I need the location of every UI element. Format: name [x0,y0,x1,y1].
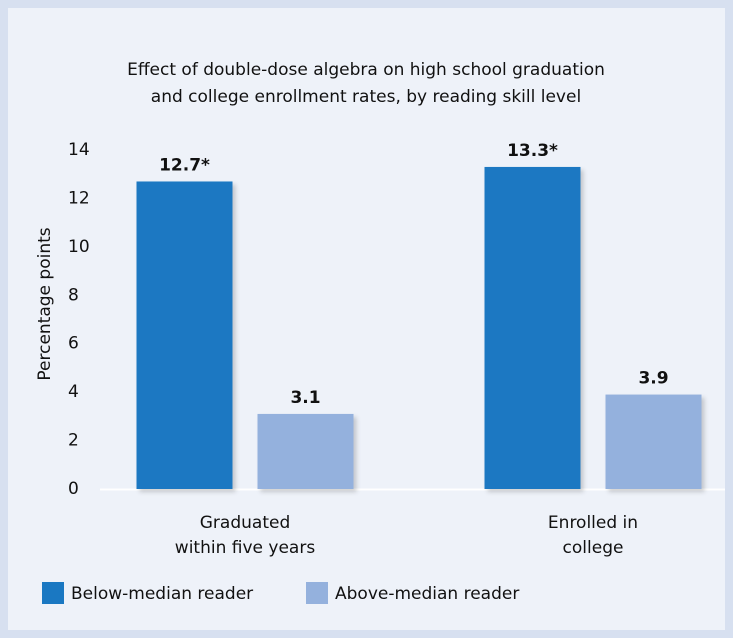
chart-title: Effect of double-dose algebra on high sc… [127,60,605,80]
y-tick-label: 0 [68,479,79,499]
bar [257,413,354,489]
bar [605,394,702,489]
y-tick-label: 14 [68,140,90,160]
value-label: 3.9 [638,369,668,389]
y-tick-label: 10 [68,237,90,257]
y-tick-label: 4 [68,382,79,402]
value-label: 12.7* [159,155,210,175]
x-tick-label: within five years [175,538,316,558]
legend-label: Above-median reader [335,584,519,604]
value-label: 3.1 [290,388,320,408]
y-axis-label: Percentage points [35,227,55,380]
legend-swatch [42,582,64,604]
panel [8,8,725,630]
value-label: 13.3* [507,141,558,161]
x-tick-label: Enrolled in [548,513,638,533]
bar [136,181,233,489]
chart-title: and college enrollment rates, by reading… [151,87,581,107]
x-tick-label: college [563,538,624,558]
bar [484,166,581,489]
legend-label: Below-median reader [71,584,253,604]
y-tick-label: 2 [68,431,79,451]
y-tick-label: 8 [68,285,79,305]
x-tick-label: Graduated [200,513,290,533]
legend-swatch [306,582,328,604]
y-tick-label: 6 [68,334,79,354]
y-tick-label: 12 [68,188,90,208]
